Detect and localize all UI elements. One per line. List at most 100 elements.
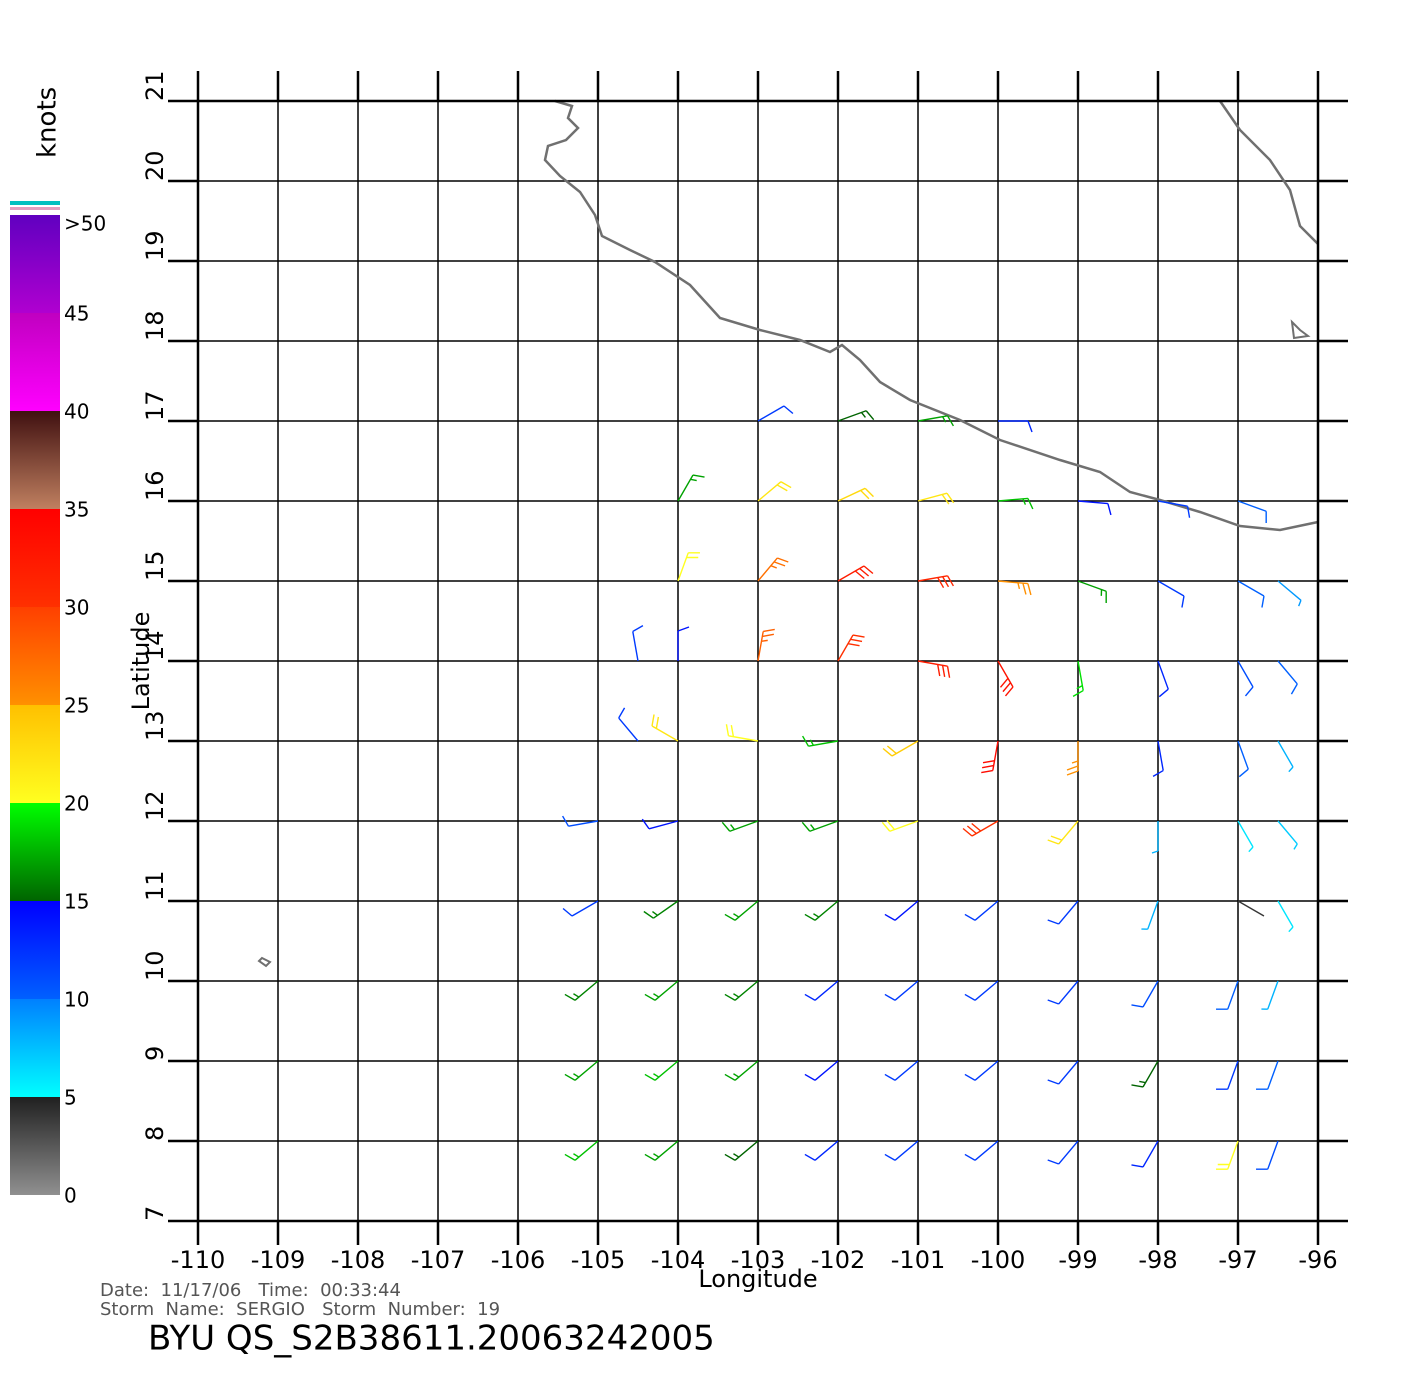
wind-barb: [964, 1140, 999, 1161]
wind-barb: [564, 1060, 599, 1081]
info-line: Date: 11/17/06 Time: 00:33:44: [100, 1280, 401, 1301]
x-tick-label: -103: [731, 1246, 785, 1274]
colorbar-band: [10, 705, 60, 803]
wind-barb: [882, 740, 919, 757]
wind-barb: [641, 818, 679, 830]
wind-barb: [837, 487, 874, 502]
wind-barb: [884, 1140, 919, 1161]
wind-barb: [1237, 500, 1267, 523]
colorbar-band: [10, 607, 60, 705]
wind-barb: [1131, 980, 1159, 1008]
wind-barb: [1277, 820, 1298, 850]
wind-barb: [1047, 1140, 1079, 1165]
x-tick-label: -101: [891, 1246, 945, 1274]
wind-barb: [917, 575, 955, 589]
y-tick-label: 20: [141, 150, 169, 181]
wind-barb: [1131, 1060, 1159, 1088]
wind-barb: [1047, 900, 1079, 925]
wind-barb: [881, 820, 919, 832]
y-tick-label: 8: [141, 1126, 169, 1141]
colorbar-tick-label: 10: [64, 988, 89, 1012]
wind-barb: [964, 980, 999, 1001]
wind-barb: [917, 660, 951, 678]
colorbar-cap: [10, 207, 60, 210]
colorbar-band: [10, 1097, 60, 1195]
wind-barb: [884, 1060, 919, 1081]
wind-barb: [677, 474, 705, 502]
colorbar-tick-label: 20: [64, 792, 89, 816]
wind-barb: [1157, 660, 1169, 698]
y-tick-label: 15: [141, 550, 169, 581]
wind-barb: [1277, 740, 1294, 773]
wind-barb: [721, 820, 759, 832]
wind-barb: [917, 415, 955, 427]
wind-barb: [724, 980, 759, 1001]
wind-barb: [1131, 1140, 1159, 1168]
y-tick-label: 12: [141, 790, 169, 821]
wind-barb: [801, 735, 839, 747]
wind-barb: [632, 624, 644, 662]
wind-barb: [651, 714, 679, 742]
colorbar-tick-label: 5: [64, 1086, 77, 1110]
wind-barb: [804, 1140, 839, 1161]
wind-barb: [837, 634, 865, 662]
y-axis-label: Latitude: [127, 612, 155, 711]
wind-barb: [1077, 580, 1107, 603]
colorbar-label: knots: [33, 87, 63, 158]
wind-barb: [1047, 980, 1079, 1005]
wind-barb: [644, 1060, 679, 1081]
wind-barb: [677, 626, 690, 661]
wind-barb: [564, 980, 599, 1001]
wind-barb: [1256, 1140, 1279, 1170]
colorbar-band: [10, 509, 60, 607]
wind-barb: [644, 980, 679, 1001]
wind-barb: [724, 1060, 759, 1081]
x-tick-label: -106: [491, 1246, 545, 1274]
wind-barb: [618, 707, 639, 742]
x-tick-label: -100: [971, 1246, 1025, 1274]
wind-barb: [1141, 900, 1159, 930]
y-tick-label: 11: [141, 870, 169, 901]
x-tick-label: -99: [1058, 1246, 1097, 1274]
colorbar-cap: [10, 201, 60, 205]
wind-barb: [1237, 900, 1265, 917]
colorbar-tick-label: 40: [64, 400, 89, 424]
wind-barb: [644, 1140, 679, 1161]
colorbar-band: [10, 411, 60, 509]
y-tick-label: 7: [141, 1206, 169, 1221]
wind-barb: [1277, 660, 1298, 695]
y-tick-label: 14: [141, 630, 169, 661]
wind-barb: [1216, 980, 1239, 1010]
wind-barb: [1047, 820, 1079, 845]
y-tick-label: 13: [141, 710, 169, 741]
y-tick-label: 17: [141, 390, 169, 421]
wind-barb: [884, 900, 919, 921]
wind-barb: [997, 580, 1032, 596]
colorbar-tick-label: 30: [64, 596, 89, 620]
wind-barb: [1216, 1140, 1239, 1170]
wind-barb: [804, 1060, 839, 1081]
colorbar-tick-label: 0: [64, 1184, 77, 1208]
wind-barb: [677, 552, 700, 582]
colorbar-tick-label: 15: [64, 890, 89, 914]
wind-barb: [837, 410, 875, 422]
wind-barb: [962, 820, 999, 837]
wind-barb: [1077, 500, 1112, 516]
wind-barb: [997, 497, 1034, 510]
y-tick-label: 18: [141, 310, 169, 341]
wind-barb: [1237, 580, 1265, 608]
wind-barb: [724, 1140, 759, 1161]
colorbar-band: [10, 313, 60, 411]
wind-barb: [757, 628, 775, 662]
colorbar-band: [10, 215, 60, 313]
wind-barb: [1261, 980, 1279, 1010]
wind-barb: [884, 980, 919, 1001]
y-tick-label: 16: [141, 470, 169, 501]
wind-barb: [757, 481, 792, 502]
colorbar-tick-label: >50: [64, 212, 106, 236]
x-tick-label: -107: [411, 1246, 465, 1274]
wind-barb: [643, 900, 679, 919]
island: [257, 319, 1311, 968]
x-tick-label: -108: [331, 1246, 385, 1274]
